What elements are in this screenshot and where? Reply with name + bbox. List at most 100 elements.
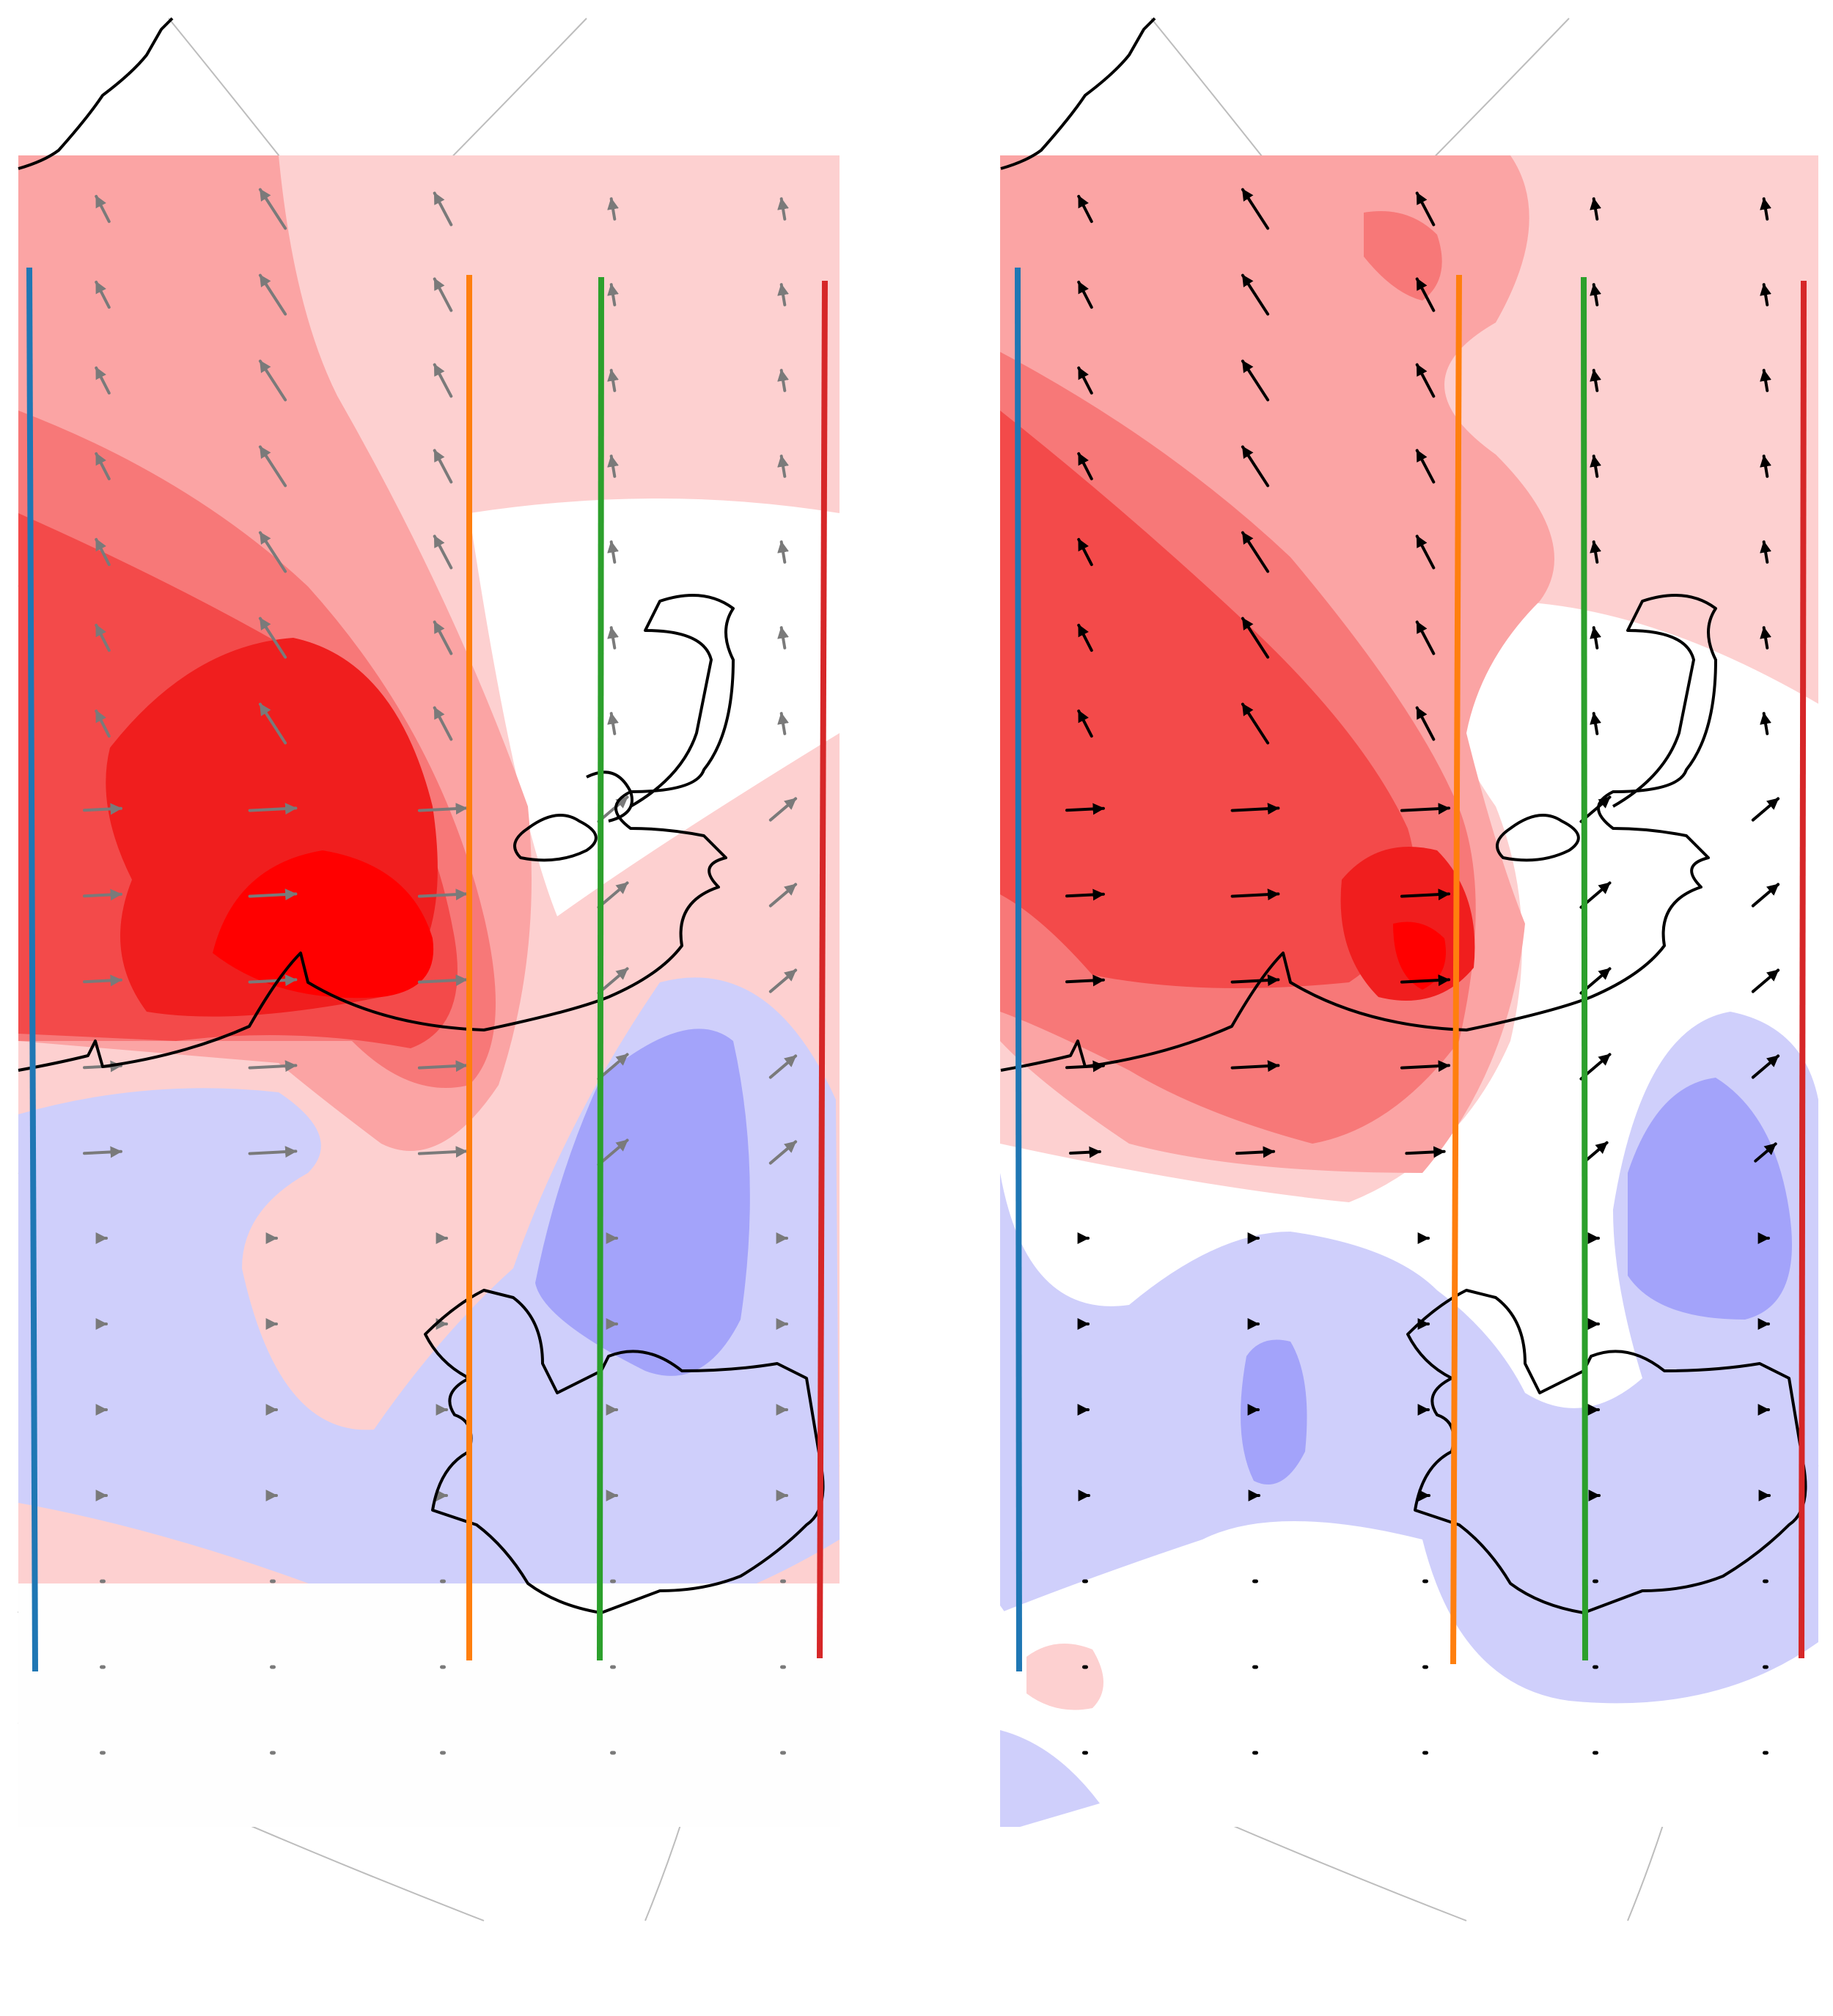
- wind-vector-arrow: [1590, 626, 1601, 650]
- contour-blue-2: [535, 1029, 750, 1376]
- wind-vector-arrow: [777, 197, 789, 221]
- wind-vector-arrow: [95, 537, 111, 567]
- wind-vector-arrow: [768, 1054, 798, 1079]
- wind-vector-arrow: [607, 626, 619, 650]
- transect-blue: [26, 267, 38, 1672]
- wind-vector-arrow: [95, 452, 111, 481]
- wind-vector-arrow: [607, 283, 619, 306]
- wind-vector-arrow: [1400, 803, 1451, 815]
- map-panel-right: [982, 0, 1833, 2016]
- transect-red: [1799, 280, 1807, 1659]
- wind-vector-arrow: [1400, 974, 1451, 987]
- wind-vector-arrow: [433, 449, 453, 484]
- contour-blank-south: [18, 1583, 840, 1827]
- anomaly-field-right: [1000, 155, 1818, 1827]
- wind-vector-arrow: [1230, 1060, 1280, 1073]
- wind-vector-arrow: [1590, 455, 1601, 478]
- wind-vector-arrow: [95, 280, 111, 309]
- transect-lines-left: [26, 267, 828, 1672]
- wind-vector-arrow: [1065, 974, 1105, 987]
- wind-vector-arrow: [258, 273, 287, 316]
- wind-vector-arrow: [1751, 968, 1780, 993]
- map-panel-left: [0, 0, 916, 2016]
- wind-vector-arrow: [95, 366, 111, 395]
- coastline-greenland-north: [1000, 17, 1156, 170]
- wind-vector-arrow: [1241, 445, 1270, 488]
- wind-vector-arrow: [248, 1060, 298, 1073]
- wind-vector-arrow: [258, 188, 287, 230]
- wind-vector-arrow: [607, 540, 619, 564]
- wind-vector-arrow: [83, 803, 122, 815]
- wind-vector-arrow: [1415, 277, 1436, 312]
- wind-vector-arrow: [258, 445, 287, 488]
- wind-vector-arrow: [1415, 534, 1436, 570]
- wind-vectors-right: [1065, 188, 1780, 1755]
- wind-vector-arrow: [777, 455, 789, 478]
- wind-vector-arrow: [1754, 1142, 1777, 1163]
- wind-vector-arrow: [248, 1146, 298, 1158]
- wind-vector-arrow: [1415, 620, 1436, 655]
- wind-vector-arrow: [1400, 889, 1451, 901]
- coastline-greenland-main: [18, 594, 735, 1072]
- contour-blue-2: [1628, 1078, 1792, 1320]
- wind-vector-arrow: [83, 1146, 122, 1158]
- wind-vector-arrow: [1760, 455, 1771, 478]
- transect-orange: [1450, 274, 1462, 1665]
- wind-vector-arrow: [433, 277, 453, 312]
- wind-vector-arrow: [597, 1053, 629, 1081]
- wind-vector-arrow: [1077, 452, 1093, 481]
- contour-red-6: [213, 850, 434, 998]
- wind-vector-arrow: [777, 712, 789, 735]
- wind-vector-arrow: [607, 455, 619, 478]
- wind-vector-arrow: [417, 803, 469, 815]
- transect-red: [817, 280, 828, 1659]
- wind-vectors-left: [83, 188, 798, 1755]
- wind-vector-arrow: [248, 974, 298, 987]
- wind-vector-arrow: [248, 889, 298, 901]
- wind-vector-arrow: [1065, 803, 1105, 815]
- wind-vector-arrow: [95, 709, 111, 738]
- map-left-svg: [18, 17, 840, 1921]
- wind-vector-arrow: [1077, 366, 1093, 395]
- wind-vector-arrow: [1760, 369, 1771, 392]
- wind-vector-arrow: [1241, 617, 1270, 659]
- wind-vector-arrow: [1751, 1054, 1780, 1079]
- coastlines-left: [18, 17, 825, 1614]
- wind-vector-arrow: [417, 889, 469, 901]
- wind-vector-arrow: [777, 626, 789, 650]
- coastline-greenland-fjord: [513, 814, 598, 862]
- wind-vector-arrow: [607, 712, 619, 735]
- contour-blue-3: [1241, 1339, 1307, 1485]
- wind-vector-arrow: [417, 1060, 469, 1073]
- wind-vector-arrow: [1590, 540, 1601, 564]
- wind-vector-arrow: [777, 540, 789, 564]
- wind-vector-arrow: [1077, 709, 1093, 738]
- wind-vector-arrow: [1400, 1060, 1451, 1073]
- wind-vector-arrow: [1230, 889, 1280, 901]
- wind-vector-arrow: [433, 706, 453, 741]
- wind-vector-arrow: [1230, 974, 1280, 987]
- wind-vector-arrow: [1077, 537, 1093, 567]
- wind-vector-arrow: [95, 194, 111, 224]
- wind-vector-arrow: [1415, 706, 1436, 741]
- contour-red-6: [1393, 921, 1446, 990]
- wind-vector-arrow: [1590, 712, 1601, 735]
- wind-vector-arrow: [1415, 191, 1436, 227]
- wind-vector-arrow: [433, 363, 453, 398]
- contour-red-4: [1000, 411, 1415, 988]
- transect-green: [1581, 276, 1588, 1661]
- contour-blue-sw: [1000, 1730, 1100, 1827]
- wind-vector-arrow: [1760, 283, 1771, 306]
- wind-vector-arrow: [258, 359, 287, 402]
- wind-vector-arrow: [258, 702, 287, 745]
- wind-vector-arrow: [83, 974, 122, 987]
- transect-lines-right: [1015, 267, 1807, 1672]
- contour-neutral-east: [469, 499, 840, 916]
- wind-vector-arrow: [768, 883, 798, 908]
- wind-vector-arrow: [1077, 280, 1093, 309]
- contour-red-small-sw: [1026, 1644, 1103, 1710]
- wind-vector-arrow: [1077, 623, 1093, 652]
- coastlines-right: [1000, 17, 1807, 1614]
- transect-blue: [1015, 267, 1022, 1672]
- wind-vector-arrow: [1241, 702, 1270, 745]
